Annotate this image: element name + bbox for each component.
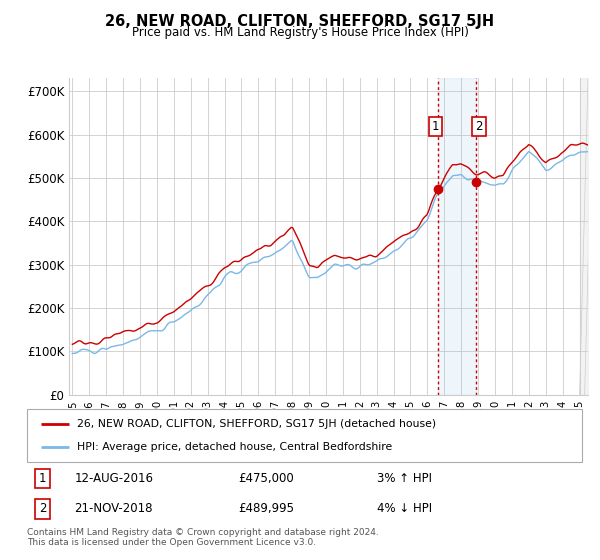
Text: 26, NEW ROAD, CLIFTON, SHEFFORD, SG17 5JH (detached house): 26, NEW ROAD, CLIFTON, SHEFFORD, SG17 5J… xyxy=(77,419,436,429)
Text: 26, NEW ROAD, CLIFTON, SHEFFORD, SG17 5JH: 26, NEW ROAD, CLIFTON, SHEFFORD, SG17 5J… xyxy=(106,14,494,29)
Text: 21-NOV-2018: 21-NOV-2018 xyxy=(74,502,152,515)
Text: 12-AUG-2016: 12-AUG-2016 xyxy=(74,472,153,485)
Text: Price paid vs. HM Land Registry's House Price Index (HPI): Price paid vs. HM Land Registry's House … xyxy=(131,26,469,39)
Text: HPI: Average price, detached house, Central Bedfordshire: HPI: Average price, detached house, Cent… xyxy=(77,442,392,452)
Text: 1: 1 xyxy=(431,120,439,133)
Bar xyxy=(438,78,476,395)
Text: £489,995: £489,995 xyxy=(238,502,294,515)
Text: £475,000: £475,000 xyxy=(238,472,293,485)
Text: Contains HM Land Registry data © Crown copyright and database right 2024.
This d: Contains HM Land Registry data © Crown c… xyxy=(27,528,379,547)
Text: 1: 1 xyxy=(39,472,46,485)
FancyBboxPatch shape xyxy=(27,409,582,462)
Text: 2: 2 xyxy=(39,502,46,515)
Text: 3% ↑ HPI: 3% ↑ HPI xyxy=(377,472,431,485)
Text: 4% ↓ HPI: 4% ↓ HPI xyxy=(377,502,432,515)
Text: 2: 2 xyxy=(475,120,483,133)
